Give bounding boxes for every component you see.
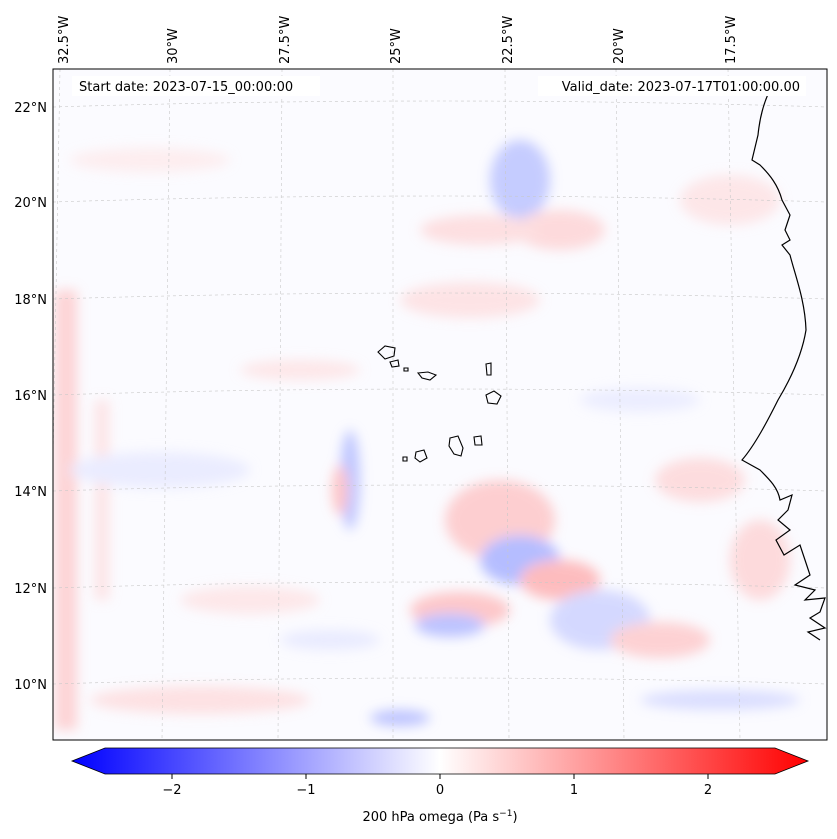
island-sal [485,362,492,376]
parallel-line [53,195,827,203]
lat-label-22n: 22°N [14,101,47,116]
latitude-labels: 22°N 20°N 18°N 16°N 14°N 12°N 10°N [14,101,47,693]
omega-field [55,140,800,730]
colorbar-tick-label: 1 [570,783,578,798]
colorbar-tick-label: 0 [436,783,444,798]
lon-label-27-5w: 27.5°W [278,16,293,64]
lon-label-20w: 20°W [612,28,627,64]
coastline [741,89,827,641]
start-date-box [72,76,320,96]
meridian-line [504,69,510,740]
parallel-line [53,100,827,108]
colorbar: −2 −1 0 1 2 200 hPa omega (Pa s−1) [70,747,810,825]
lon-label-32-5w: 32.5°W [57,16,72,64]
lat-label-10n: 10°N [14,678,47,693]
island-boa-vista [485,390,502,405]
meridian-line [727,69,741,740]
lat-label-14n: 14°N [14,485,47,500]
colorbar-tick-label: −1 [296,783,315,798]
lat-label-12n: 12°N [14,582,47,597]
lat-label-20n: 20°N [14,196,47,211]
island-brava [402,456,408,462]
island-sao-nicolau [416,371,438,381]
island-santiago [448,435,464,457]
colorbar-ticks: −2 −1 0 1 2 [162,774,712,798]
map-frame [52,68,828,741]
island-sao-vicente [389,359,400,368]
meridian-line [161,69,171,740]
graticule [53,69,827,740]
colorbar-tick-label: −2 [162,783,181,798]
lon-label-25w: 25°W [389,28,404,64]
parallel-line [53,388,827,396]
africa-coastline [741,89,827,641]
lat-label-16n: 16°N [14,389,47,404]
start-date-label: Start date: 2023-07-15_00:00:00 [79,80,293,95]
cape-verde-islands [377,345,502,463]
lon-label-17-5w: 17.5°W [724,16,739,64]
island-santa-luzia [403,367,409,372]
valid-date-label: Valid_date: 2023-07-17T01:00:00.00 [562,80,800,95]
lon-label-30w: 30°W [166,28,181,64]
colorbar-tick-label: 2 [704,783,712,798]
colorbar-bar [70,747,810,775]
parallel-line [53,677,827,685]
parallel-line [53,581,827,589]
island-fogo [414,449,428,463]
meridian-line [615,69,625,740]
colorbar-label: 200 hPa omega (Pa s−1) [362,809,517,825]
island-santo-antao [377,345,396,360]
parallel-line [53,484,827,492]
longitude-labels: 32.5°W 30°W 27.5°W 25°W 22.5°W 20°W 17.5… [57,16,739,64]
island-maio [473,435,483,446]
valid-date-box [538,76,806,96]
lat-label-18n: 18°N [14,293,47,308]
parallel-line [53,292,827,300]
lon-label-22-5w: 22.5°W [501,16,516,64]
meridian-line [277,69,283,740]
